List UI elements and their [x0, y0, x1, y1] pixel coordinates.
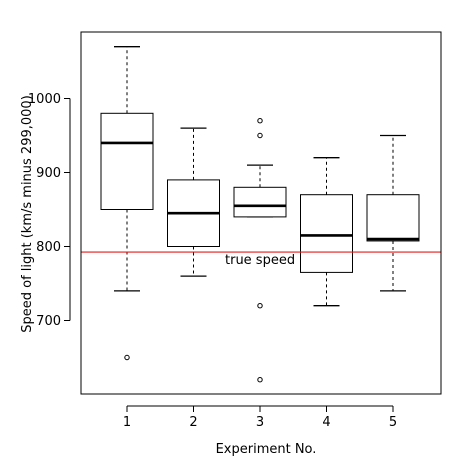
x-tick-label: 3 [256, 415, 264, 430]
outlier-point [257, 118, 263, 124]
x-tick-label: 1 [123, 415, 131, 430]
box [100, 112, 154, 210]
box [300, 194, 353, 273]
outlier-point [124, 354, 130, 361]
outlier-point [257, 132, 263, 139]
x-tick-label: 5 [389, 415, 397, 430]
box [366, 194, 420, 242]
box [233, 186, 287, 218]
x-axis-label: Experiment No. [216, 442, 317, 457]
y-tick-label: 800 [36, 240, 61, 255]
x-tick-label: 4 [322, 415, 330, 430]
y-tick-label: 700 [36, 314, 61, 329]
plot-frame [80, 31, 442, 395]
outlier-point [257, 303, 263, 309]
x-tick-label: 2 [189, 415, 197, 430]
y-axis-label: Speed of light (km/s minus 299,000) [20, 95, 35, 333]
plot-layer: 700 800 900 1000 1 2 3 4 5 true speed [28, 46, 441, 430]
reference-line-label: true speed [225, 253, 295, 268]
outlier-point [257, 377, 263, 383]
y-tick-label: 900 [36, 166, 61, 181]
y-tick-label: 1000 [28, 92, 61, 107]
